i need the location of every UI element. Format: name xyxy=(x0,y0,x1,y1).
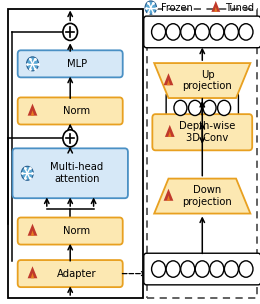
Circle shape xyxy=(195,261,209,277)
Polygon shape xyxy=(28,266,37,278)
Text: Norm: Norm xyxy=(63,226,90,236)
Circle shape xyxy=(239,24,253,40)
FancyBboxPatch shape xyxy=(12,148,128,198)
Polygon shape xyxy=(167,195,170,201)
FancyBboxPatch shape xyxy=(18,98,123,125)
Circle shape xyxy=(239,261,253,277)
Polygon shape xyxy=(164,189,173,201)
Polygon shape xyxy=(28,104,37,116)
Polygon shape xyxy=(31,110,34,116)
Polygon shape xyxy=(28,224,37,236)
Circle shape xyxy=(210,24,224,40)
Circle shape xyxy=(224,261,238,277)
Text: Down
projection: Down projection xyxy=(183,185,232,207)
FancyBboxPatch shape xyxy=(18,260,123,287)
Circle shape xyxy=(203,100,216,116)
Circle shape xyxy=(188,100,202,116)
FancyBboxPatch shape xyxy=(147,9,257,298)
FancyBboxPatch shape xyxy=(8,9,143,298)
Polygon shape xyxy=(214,7,217,12)
Polygon shape xyxy=(31,230,34,236)
Circle shape xyxy=(63,23,77,40)
Circle shape xyxy=(27,57,38,71)
FancyBboxPatch shape xyxy=(144,16,260,48)
Circle shape xyxy=(195,24,209,40)
Circle shape xyxy=(63,130,77,147)
FancyBboxPatch shape xyxy=(152,114,252,150)
Polygon shape xyxy=(31,273,34,278)
Polygon shape xyxy=(165,125,175,137)
Circle shape xyxy=(152,261,166,277)
Circle shape xyxy=(218,100,231,116)
Text: Depth-wise
3D Conv: Depth-wise 3D Conv xyxy=(179,121,236,143)
Circle shape xyxy=(166,261,180,277)
Text: Multi-head
attention: Multi-head attention xyxy=(50,162,103,184)
FancyBboxPatch shape xyxy=(166,93,238,123)
Circle shape xyxy=(210,261,224,277)
Circle shape xyxy=(152,24,166,40)
FancyBboxPatch shape xyxy=(144,253,260,285)
Polygon shape xyxy=(164,73,173,85)
Circle shape xyxy=(224,24,238,40)
Text: Adapter: Adapter xyxy=(57,269,96,278)
Text: Frozen: Frozen xyxy=(161,3,193,12)
Circle shape xyxy=(145,1,157,14)
Circle shape xyxy=(166,24,180,40)
Text: Up
projection: Up projection xyxy=(183,70,232,92)
Circle shape xyxy=(181,24,195,40)
Circle shape xyxy=(174,100,187,116)
Polygon shape xyxy=(154,179,250,213)
FancyBboxPatch shape xyxy=(18,50,123,78)
Polygon shape xyxy=(154,63,250,98)
Polygon shape xyxy=(167,80,170,85)
Circle shape xyxy=(21,166,33,180)
Text: MLP: MLP xyxy=(67,59,87,69)
Polygon shape xyxy=(211,1,220,12)
Text: Tuned: Tuned xyxy=(225,3,254,12)
FancyBboxPatch shape xyxy=(18,218,123,244)
Circle shape xyxy=(181,261,195,277)
Text: Norm: Norm xyxy=(63,106,90,116)
Polygon shape xyxy=(168,132,172,137)
